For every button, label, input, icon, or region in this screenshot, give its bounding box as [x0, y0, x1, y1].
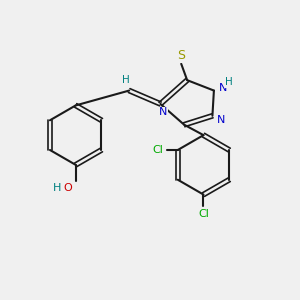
Text: N: N — [217, 115, 225, 125]
Text: N: N — [159, 107, 168, 117]
Text: Cl: Cl — [198, 209, 209, 220]
Text: S: S — [177, 49, 185, 62]
Text: O: O — [63, 183, 72, 193]
Text: Cl: Cl — [152, 145, 163, 155]
Text: H: H — [122, 75, 130, 85]
Text: H: H — [53, 183, 61, 193]
Text: N: N — [219, 82, 227, 93]
Text: H: H — [226, 77, 233, 87]
